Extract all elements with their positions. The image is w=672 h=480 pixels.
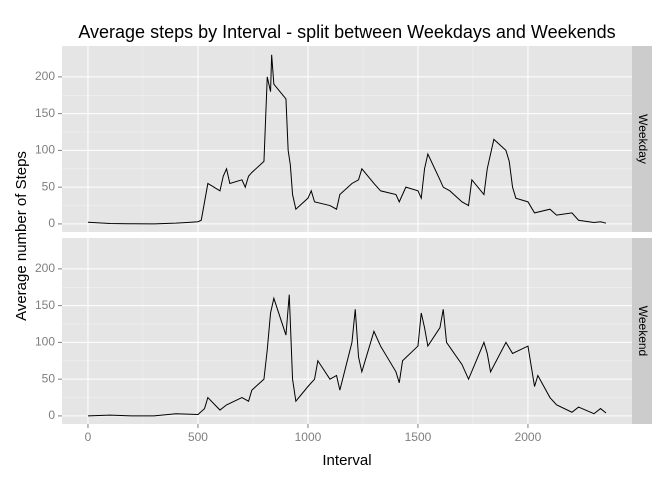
- x-tick-label: 1000: [295, 430, 322, 444]
- y-tick-label: 0: [48, 408, 55, 422]
- y-tick-label: 150: [35, 106, 55, 120]
- facet-label: Weekday: [636, 114, 650, 164]
- y-tick-label: 100: [35, 335, 55, 349]
- y-tick-label: 150: [35, 298, 55, 312]
- x-tick-label: 0: [85, 430, 92, 444]
- x-tick-label: 2000: [515, 430, 542, 444]
- facet-strip: [632, 238, 652, 424]
- facet-strip: [632, 46, 652, 232]
- y-tick-label: 100: [35, 143, 55, 157]
- data-line: [87, 294, 607, 417]
- panel-background: [62, 238, 632, 424]
- y-tick-label: 50: [42, 371, 56, 385]
- y-tick-label: 0: [48, 216, 55, 230]
- x-axis-label: Interval: [322, 452, 371, 469]
- y-tick-label: 200: [35, 69, 55, 83]
- y-tick-label: 200: [35, 261, 55, 275]
- y-axis-label: Average number of Steps: [13, 151, 30, 321]
- x-tick-label: 1500: [405, 430, 432, 444]
- facet-label: Weekend: [636, 306, 650, 356]
- chart-title: Average steps by Interval - split betwee…: [78, 22, 615, 42]
- x-tick-label: 500: [188, 430, 208, 444]
- y-tick-label: 50: [42, 179, 56, 193]
- data-line: [87, 54, 607, 225]
- panel-background: [62, 46, 632, 232]
